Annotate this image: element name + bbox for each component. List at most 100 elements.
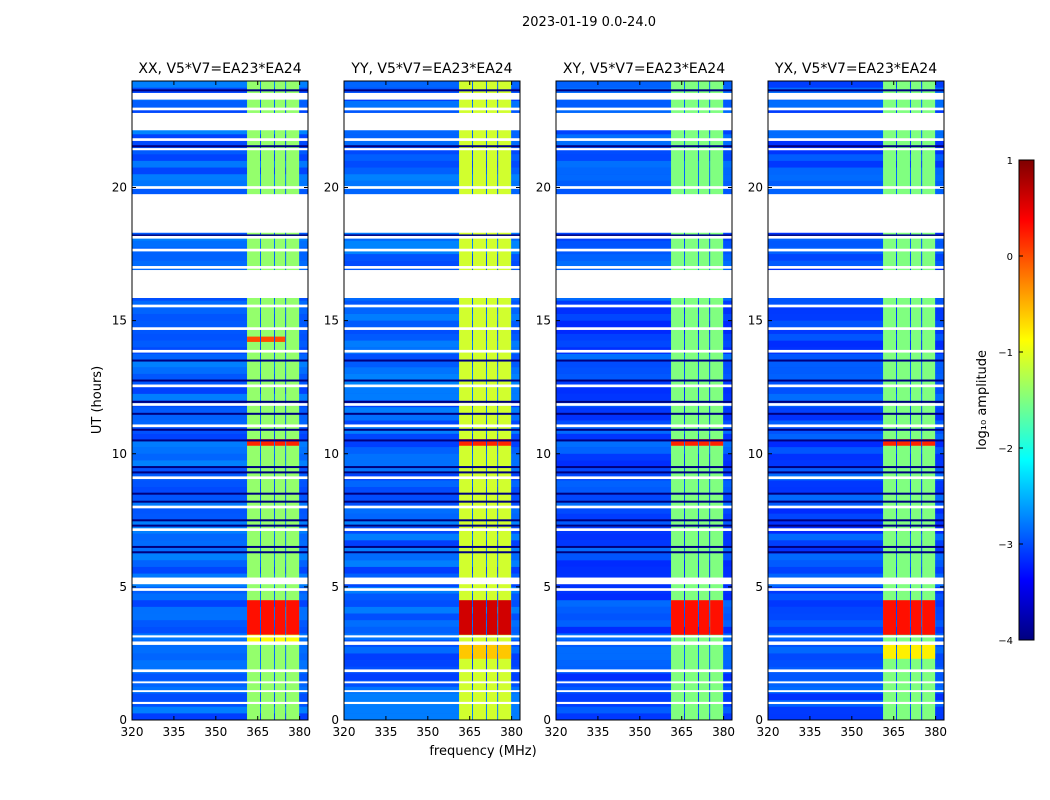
flagged-row <box>556 138 732 141</box>
flagged-row <box>344 690 520 693</box>
noise-row <box>344 327 520 334</box>
y-tick-label: 0 <box>755 713 763 727</box>
dark-row <box>132 551 308 554</box>
flagged-row <box>344 669 520 673</box>
noise-row <box>132 180 308 188</box>
event-cell <box>473 439 486 446</box>
event-cell <box>274 600 286 635</box>
noise-row <box>768 600 944 607</box>
noise-row <box>344 333 520 341</box>
y-tick-label: 20 <box>748 181 763 195</box>
y-tick-label: 20 <box>324 181 339 195</box>
noise-row <box>344 147 520 155</box>
noise-row <box>556 300 732 308</box>
event-cell <box>698 600 710 635</box>
flagged-row <box>768 92 944 100</box>
flagged-row <box>556 107 732 111</box>
noise-row <box>768 154 944 161</box>
noise-row <box>556 653 732 661</box>
flagged-row <box>344 248 520 252</box>
band-segment <box>698 81 710 720</box>
dark-row <box>556 471 732 474</box>
noise-row <box>768 493 944 501</box>
noise-row <box>768 420 944 428</box>
noise-row <box>768 187 944 195</box>
noise-row <box>556 467 732 474</box>
dark-row <box>344 145 520 148</box>
dark-row <box>344 524 520 527</box>
noise-row <box>556 140 732 148</box>
colorbar-gradient <box>1018 159 1035 641</box>
noise-row <box>344 127 520 135</box>
noise-row <box>344 493 520 501</box>
noise-row <box>132 373 308 381</box>
panel-1: XX, V5*V7=EA23*EA24 320 335 350 365 380 0 5 10 15… <box>112 61 311 739</box>
noise-row <box>768 353 944 361</box>
flagged-row <box>768 528 944 531</box>
noise-row <box>768 300 944 308</box>
noise-row <box>556 307 732 314</box>
noise-row <box>132 626 308 634</box>
dark-row <box>768 359 944 362</box>
noise-row <box>132 467 308 474</box>
event-cell <box>698 439 710 446</box>
noise-row <box>132 81 308 88</box>
flagged-row <box>556 635 732 638</box>
dark-row <box>344 359 520 362</box>
dark-row <box>768 379 944 382</box>
noise-row <box>132 433 308 441</box>
band-segment <box>922 81 936 720</box>
noise-row <box>556 313 732 321</box>
noise-row <box>768 387 944 394</box>
event-cell <box>498 600 512 635</box>
event-cell <box>883 642 897 659</box>
event-cell <box>498 642 512 659</box>
dark-row <box>556 524 732 527</box>
noise-row <box>344 500 520 507</box>
event-cell <box>247 600 261 635</box>
band-segment <box>671 81 685 720</box>
event-cell <box>459 439 473 446</box>
noise-row <box>344 260 520 268</box>
dark-row <box>344 500 520 503</box>
noise-row <box>344 646 520 654</box>
noise-row <box>556 387 732 394</box>
flagged-row <box>344 641 520 645</box>
flagged-row <box>768 270 944 298</box>
noise-row <box>132 100 308 108</box>
dark-row <box>344 234 520 237</box>
band-segment <box>710 81 724 720</box>
noise-row <box>556 673 732 681</box>
event-cell <box>459 642 473 659</box>
flagged-row <box>132 681 308 684</box>
noise-row <box>556 566 732 574</box>
noise-row <box>132 513 308 521</box>
flagged-row <box>344 384 520 388</box>
flagged-row <box>344 235 520 239</box>
noise-row <box>556 320 732 328</box>
noise-row <box>768 467 944 474</box>
noise-row <box>344 107 520 115</box>
noise-row <box>768 686 944 694</box>
noise-row <box>132 560 308 567</box>
noise-row <box>344 573 520 581</box>
noise-row <box>344 620 520 627</box>
flagged-row <box>556 327 732 330</box>
x-tick-label: 350 <box>416 725 439 739</box>
flagged-row <box>556 681 732 684</box>
noise-row <box>344 520 520 527</box>
dark-row <box>344 492 520 495</box>
dark-row <box>132 379 308 382</box>
noise-row <box>556 100 732 108</box>
noise-row <box>132 333 308 341</box>
flagged-row <box>132 186 308 189</box>
event-cell <box>685 600 698 635</box>
noise-row <box>132 187 308 195</box>
noise-row <box>556 147 732 155</box>
noise-row <box>132 447 308 454</box>
noise-row <box>768 553 944 561</box>
flagged-row <box>344 349 520 353</box>
flagged-row <box>556 148 732 151</box>
noise-row <box>768 333 944 341</box>
x-tick-label: 320 <box>333 725 356 739</box>
